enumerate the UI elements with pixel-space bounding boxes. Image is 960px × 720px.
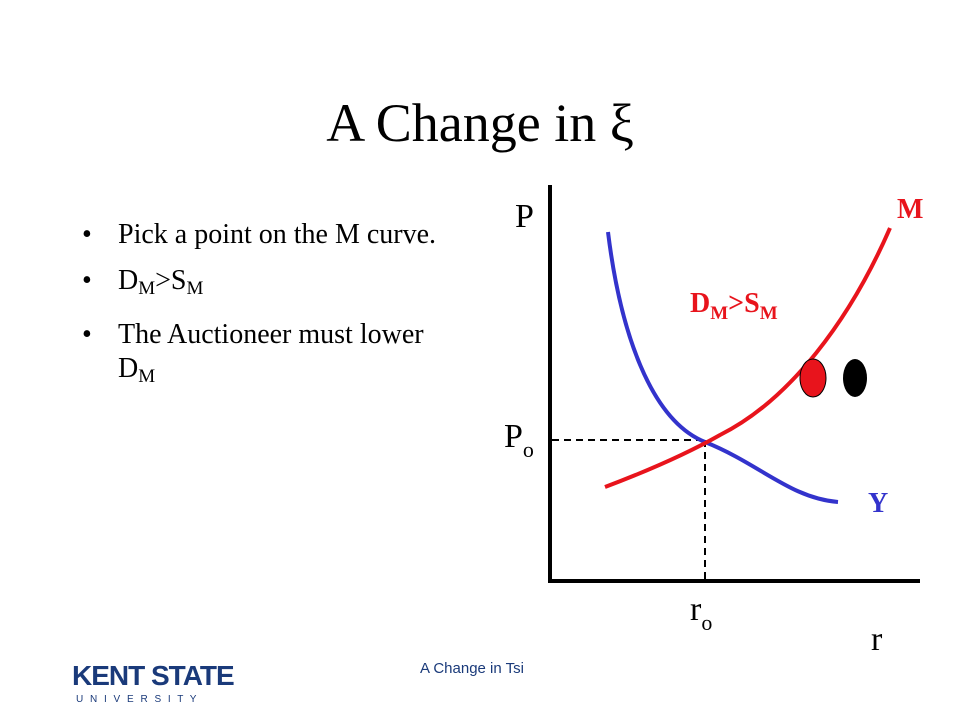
excess-text: >S <box>728 288 760 319</box>
bullet-text: D <box>118 265 139 296</box>
bullet-text: Pick a point on the M curve. <box>118 219 437 250</box>
subscript: M <box>186 278 204 299</box>
red-point <box>799 358 827 398</box>
logo-name: KENT STATE <box>72 660 235 691</box>
y-axis-label: P <box>515 198 534 235</box>
x-axis-label: r <box>871 621 883 658</box>
slide-title: A Change in ξ <box>326 93 634 153</box>
bullet: The Auctioneer must lower DM <box>82 318 442 394</box>
footer: A Change in Tsi <box>420 660 524 677</box>
bullet-list: Pick a point on the M curve.DM>SMThe Auc… <box>82 218 442 406</box>
rate-label: ro <box>690 591 712 635</box>
logo-tagline: U N I V E R S I T Y <box>76 694 199 705</box>
rate-label-base: r <box>690 591 702 628</box>
bullet: DM>SM <box>82 264 442 306</box>
m-curve-label: M <box>897 194 923 225</box>
price-label: Po <box>504 418 534 462</box>
excess-text: D <box>690 288 710 319</box>
bullet-text: >S <box>155 265 187 296</box>
excess-label: DM>SM <box>690 288 778 324</box>
subscript: M <box>138 366 156 387</box>
price-label-sub: o <box>523 437 534 462</box>
subscript: M <box>138 278 156 299</box>
subscript: M <box>760 303 778 324</box>
black-point <box>843 359 867 397</box>
price-label-base: P <box>504 418 523 455</box>
rate-label-sub: o <box>701 610 712 635</box>
y-curve <box>606 231 839 504</box>
bullet: Pick a point on the M curve. <box>82 218 442 252</box>
y-curve-label: Y <box>868 488 888 519</box>
m-curve <box>604 227 892 489</box>
subscript: M <box>710 303 728 324</box>
bullet-text: The Auctioneer must lower D <box>118 319 424 384</box>
